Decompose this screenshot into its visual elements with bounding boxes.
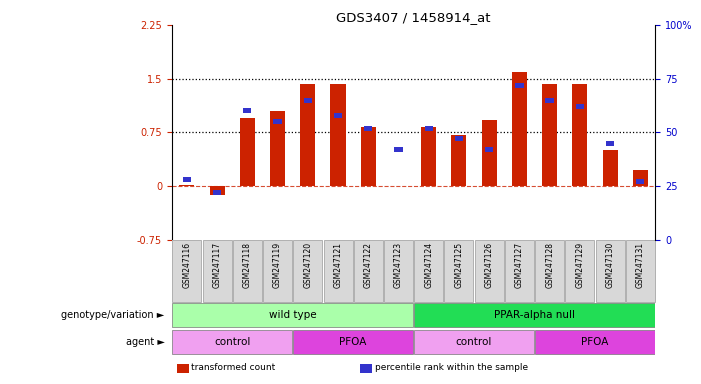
Bar bbox=[172, 240, 201, 302]
Bar bbox=[210, 186, 224, 195]
Text: genotype/variation ►: genotype/variation ► bbox=[62, 310, 165, 320]
Bar bbox=[330, 84, 346, 186]
Bar bbox=[414, 303, 655, 327]
Bar bbox=[535, 240, 564, 302]
Text: GSM247130: GSM247130 bbox=[606, 242, 615, 288]
Text: GSM247129: GSM247129 bbox=[576, 242, 585, 288]
Bar bbox=[637, 179, 644, 184]
Text: GSM247126: GSM247126 bbox=[484, 242, 494, 288]
Bar bbox=[273, 119, 282, 124]
Bar bbox=[482, 120, 497, 186]
Text: agent ►: agent ► bbox=[126, 337, 165, 347]
Bar bbox=[177, 364, 189, 373]
Text: GSM247116: GSM247116 bbox=[182, 242, 191, 288]
Bar bbox=[425, 126, 433, 131]
Bar bbox=[263, 240, 292, 302]
Bar bbox=[505, 240, 534, 302]
Bar bbox=[360, 364, 372, 373]
Bar bbox=[270, 111, 285, 186]
Bar bbox=[395, 147, 402, 152]
Bar bbox=[421, 127, 436, 186]
Bar bbox=[545, 98, 554, 103]
Text: GSM247120: GSM247120 bbox=[304, 242, 312, 288]
Bar bbox=[485, 147, 494, 152]
Text: wild type: wild type bbox=[269, 310, 316, 320]
Text: GSM247128: GSM247128 bbox=[545, 242, 554, 288]
Text: control: control bbox=[214, 337, 250, 347]
Bar bbox=[179, 185, 194, 186]
Bar bbox=[414, 330, 534, 354]
Text: GSM247118: GSM247118 bbox=[243, 242, 252, 288]
Text: PPAR-alpha null: PPAR-alpha null bbox=[494, 310, 575, 320]
Bar bbox=[596, 240, 625, 302]
Bar bbox=[183, 177, 191, 182]
Bar bbox=[384, 240, 413, 302]
Title: GDS3407 / 1458914_at: GDS3407 / 1458914_at bbox=[336, 11, 491, 24]
Bar bbox=[565, 240, 594, 302]
Bar bbox=[354, 240, 383, 302]
Bar bbox=[304, 98, 312, 103]
Bar bbox=[203, 240, 231, 302]
Text: PFOA: PFOA bbox=[339, 337, 367, 347]
Text: GSM247123: GSM247123 bbox=[394, 242, 403, 288]
Bar bbox=[293, 240, 322, 302]
Bar bbox=[512, 71, 527, 186]
Bar bbox=[515, 83, 524, 88]
Bar bbox=[606, 141, 614, 146]
Bar bbox=[172, 330, 292, 354]
Text: GSM247122: GSM247122 bbox=[364, 242, 373, 288]
Bar bbox=[240, 118, 255, 186]
Bar bbox=[626, 240, 655, 302]
Bar bbox=[414, 240, 443, 302]
Text: GSM247127: GSM247127 bbox=[515, 242, 524, 288]
Bar bbox=[243, 108, 252, 113]
Bar bbox=[300, 84, 315, 186]
Bar bbox=[233, 240, 262, 302]
Bar bbox=[475, 240, 504, 302]
Bar bbox=[361, 127, 376, 186]
Bar bbox=[576, 104, 584, 109]
Text: GSM247124: GSM247124 bbox=[424, 242, 433, 288]
Bar bbox=[451, 134, 466, 186]
Bar bbox=[633, 170, 648, 186]
Text: GSM247125: GSM247125 bbox=[454, 242, 463, 288]
Text: transformed count: transformed count bbox=[191, 363, 275, 372]
Text: PFOA: PFOA bbox=[581, 337, 608, 347]
Text: GSM247121: GSM247121 bbox=[334, 242, 343, 288]
Text: control: control bbox=[456, 337, 492, 347]
Text: GSM247119: GSM247119 bbox=[273, 242, 282, 288]
Text: percentile rank within the sample: percentile rank within the sample bbox=[375, 363, 528, 372]
Bar bbox=[334, 113, 342, 118]
Bar bbox=[455, 136, 463, 141]
Text: GSM247131: GSM247131 bbox=[636, 242, 645, 288]
Bar bbox=[603, 150, 618, 186]
Bar bbox=[535, 330, 655, 354]
Bar bbox=[323, 240, 353, 302]
Bar bbox=[572, 84, 587, 186]
Bar bbox=[542, 84, 557, 186]
Bar bbox=[364, 126, 372, 131]
Text: GSM247117: GSM247117 bbox=[212, 242, 222, 288]
Bar bbox=[293, 330, 413, 354]
Bar bbox=[444, 240, 473, 302]
Bar bbox=[172, 303, 413, 327]
Bar bbox=[213, 190, 222, 195]
